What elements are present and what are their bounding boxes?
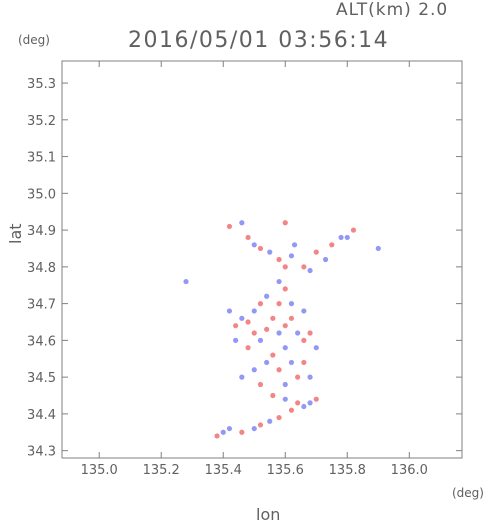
data-point	[251, 367, 257, 373]
y-tick-label: 34.4	[27, 408, 56, 423]
data-point	[267, 418, 273, 424]
data-point	[226, 308, 233, 314]
data-point	[282, 286, 288, 292]
y-tick-label: 34.6	[27, 334, 56, 349]
x-axis-label: lon	[256, 505, 281, 524]
data-point	[239, 374, 245, 380]
data-point	[301, 359, 307, 366]
data-point	[270, 352, 276, 358]
altitude-label: ALT(km) 2.0	[336, 0, 449, 20]
data-point	[282, 220, 288, 226]
x-tick-label: 135.8	[329, 463, 366, 478]
data-point	[233, 323, 239, 329]
data-point	[264, 359, 270, 366]
y-axis-unit: (deg)	[18, 33, 50, 47]
chart-title: 2016/05/01 03:56:14	[128, 28, 390, 53]
data-point	[338, 234, 344, 241]
y-tick-label: 34.7	[27, 298, 56, 313]
data-point	[257, 381, 264, 388]
data-point	[291, 242, 298, 248]
data-point	[322, 256, 329, 263]
data-point	[276, 278, 282, 285]
data-point	[239, 429, 245, 435]
plot-frame	[61, 60, 463, 459]
data-point	[251, 330, 257, 336]
x-axis-unit: (deg)	[452, 486, 484, 500]
data-point	[245, 345, 251, 351]
data-point	[282, 381, 288, 388]
data-point	[288, 359, 295, 366]
data-point	[329, 242, 335, 248]
y-tick-label: 34.5	[27, 371, 56, 386]
data-point	[301, 308, 307, 314]
data-point	[233, 337, 239, 343]
x-tick-label: 135.2	[143, 463, 180, 478]
data-point	[270, 392, 276, 399]
data-point	[375, 245, 381, 252]
data-point	[313, 345, 319, 351]
data-point	[288, 253, 295, 259]
data-point	[251, 308, 257, 314]
data-point	[214, 433, 220, 439]
data-point	[282, 264, 288, 270]
data-point	[257, 337, 264, 343]
data-point	[307, 267, 313, 274]
data-point	[282, 345, 288, 351]
data-point	[344, 234, 350, 241]
data-point	[288, 315, 295, 321]
data-point	[257, 422, 264, 428]
x-tick-label: 135.0	[81, 463, 118, 478]
data-point	[313, 249, 319, 255]
data-point	[226, 223, 233, 230]
data-point	[245, 319, 251, 325]
data-point	[350, 227, 357, 233]
data-point	[226, 425, 233, 432]
data-point	[251, 242, 257, 248]
data-point	[307, 400, 313, 406]
data-point	[264, 326, 270, 332]
data-point	[276, 414, 282, 421]
y-tick-label: 34.3	[27, 445, 56, 460]
data-point	[276, 301, 282, 307]
data-point	[257, 245, 264, 252]
y-tick-label: 35.0	[27, 187, 56, 202]
data-point	[301, 337, 307, 343]
data-point	[307, 330, 313, 336]
x-tick-label: 135.6	[267, 463, 304, 478]
data-point	[183, 278, 189, 285]
y-tick-label: 35.3	[27, 77, 56, 92]
y-tick-label: 35.1	[27, 151, 56, 166]
data-point	[295, 330, 301, 336]
data-point	[245, 234, 251, 241]
data-point	[282, 396, 288, 402]
data-point	[276, 330, 282, 336]
data-point	[276, 367, 282, 373]
data-point	[295, 400, 301, 406]
data-point	[301, 264, 307, 270]
x-tick-label: 136.0	[391, 463, 428, 478]
data-point	[313, 396, 319, 402]
data-point	[220, 429, 226, 435]
data-point	[257, 301, 264, 307]
y-tick-label: 34.8	[27, 261, 56, 276]
data-point	[267, 249, 273, 255]
data-point	[301, 403, 307, 410]
data-point	[282, 323, 288, 329]
data-point	[276, 256, 282, 263]
data-point	[295, 374, 301, 380]
data-point	[288, 407, 295, 413]
data-point	[251, 425, 257, 432]
y-tick-label: 35.2	[27, 114, 56, 129]
data-point	[307, 374, 313, 380]
data-point	[288, 301, 295, 307]
data-point	[270, 315, 276, 321]
x-tick-label: 135.4	[205, 463, 242, 478]
data-point	[239, 220, 245, 226]
y-tick-label: 34.9	[27, 224, 56, 239]
data-point	[264, 293, 270, 299]
data-point	[239, 315, 245, 321]
